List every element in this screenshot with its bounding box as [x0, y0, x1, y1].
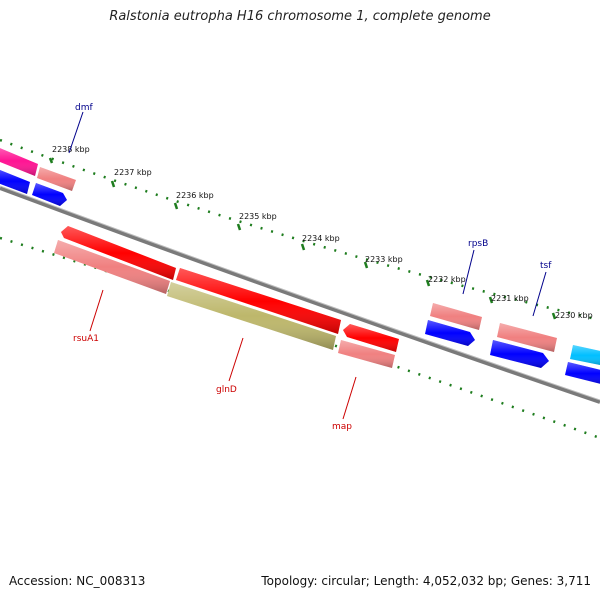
outer-strand-genes	[0, 148, 600, 384]
outer-ruler-track	[0, 138, 600, 322]
tick-label-2235: 2235 kbp	[239, 212, 277, 221]
tick-label-2231: 2231 kbp	[491, 294, 529, 303]
label-rsuA1: rsuA1	[73, 334, 99, 344]
accession-text: Accession: NC_008313	[9, 574, 146, 588]
label-rpsB: rpsB	[468, 239, 488, 249]
tick-label-2236: 2236 kbp	[176, 191, 214, 200]
chromosome-backbone	[0, 186, 600, 404]
label-dmf: dmf	[75, 103, 93, 113]
tick-label-2232: 2232 kbp	[428, 275, 466, 284]
tick-label-2230: 2230 kbp	[555, 311, 593, 320]
tick-label-2234: 2234 kbp	[302, 234, 340, 243]
genome-summary-text: Topology: circular; Length: 4,052,032 bp…	[261, 574, 591, 588]
tick-labels: 2238 kbp 2237 kbp 2236 kbp 2235 kbp 2234…	[52, 145, 593, 320]
label-map: map	[332, 422, 352, 432]
tick-label-2233: 2233 kbp	[365, 255, 403, 264]
inner-strand-genes	[54, 226, 399, 368]
inner-ruler-track	[0, 236, 600, 440]
label-tsf: tsf	[540, 261, 552, 271]
tick-label-2237: 2237 kbp	[114, 168, 152, 177]
label-leaders	[68, 111, 547, 420]
map-title: Ralstonia eutropha H16 chromosome 1, com…	[109, 9, 491, 24]
gene-labels: dmf rpsB tsf rsuA1 glnD map	[73, 103, 552, 432]
outer-major-ticks	[48, 157, 557, 320]
tick-label-2238: 2238 kbp	[52, 145, 90, 154]
label-glnD: glnD	[216, 385, 237, 395]
